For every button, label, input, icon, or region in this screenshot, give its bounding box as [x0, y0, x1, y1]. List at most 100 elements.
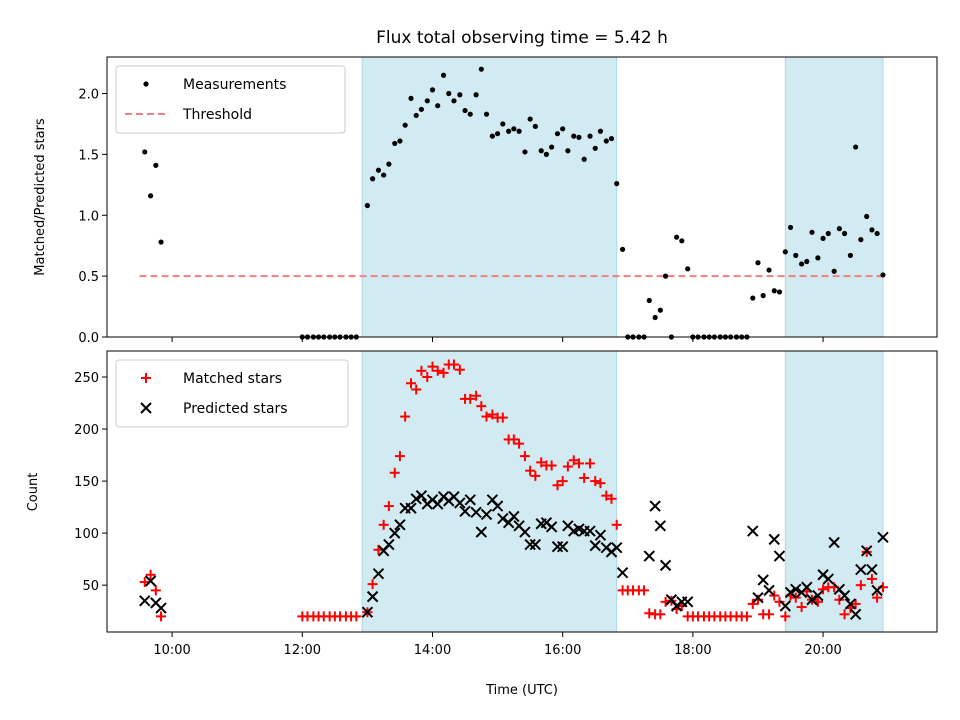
predicted-star-marker [779, 600, 792, 612]
measurement-point [776, 289, 783, 295]
matched-star-marker [150, 585, 161, 596]
measurement-point [392, 140, 398, 147]
matched-star-marker [611, 519, 622, 530]
measurement-point [462, 107, 468, 114]
measurement-point [418, 106, 425, 112]
predicted-star-marker-b [779, 600, 792, 612]
matched-star-marker [780, 611, 791, 622]
predicted-star-marker-b [361, 606, 374, 618]
x-tick-label: 20:00 [804, 643, 841, 658]
measurement-point [809, 229, 815, 235]
chart-title: Flux total observing time = 5.42 h [376, 28, 668, 48]
measurement-point [381, 172, 387, 178]
predicted-star-marker-b [822, 573, 834, 585]
predicted-star-marker-b [801, 581, 813, 593]
measurement-point [402, 122, 408, 128]
y-tick-label: 250 [74, 371, 99, 386]
predicted-star-marker-b [659, 559, 672, 572]
bottom-y-axis-label: Count [26, 473, 41, 512]
predicted-star-marker-b [747, 525, 759, 537]
predicted-star-marker-b [562, 520, 574, 532]
matched-star-marker [818, 584, 829, 595]
predicted-star-marker-b [551, 540, 564, 553]
measurement-point [397, 138, 403, 144]
predicted-star-marker-b [464, 494, 476, 506]
predicted-star-marker [871, 584, 883, 597]
x-tick-label: 16:00 [544, 643, 581, 658]
matched-star-marker [585, 458, 596, 469]
predicted-star-marker [877, 531, 889, 543]
y-tick-label: 0.5 [78, 270, 99, 285]
predicted-star-marker [459, 505, 471, 517]
measurement-point [451, 98, 457, 104]
measurement-point [581, 156, 587, 162]
predicted-star-marker [584, 525, 596, 537]
predicted-star-marker-b [849, 608, 862, 621]
predicted-star-marker-b [573, 523, 585, 535]
predicted-star-marker [594, 529, 607, 541]
predicted-star-marker [866, 563, 878, 576]
measurement-point [652, 314, 658, 321]
matched-star-marker [595, 478, 606, 489]
predicted-star-marker [139, 595, 151, 607]
matched-star-marker [378, 519, 389, 530]
measurement-point [815, 255, 821, 261]
measurement-point [646, 297, 652, 304]
measurement-point [549, 144, 555, 150]
predicted-star-marker-b [415, 489, 428, 502]
measurement-point [820, 235, 826, 241]
predicted-star-marker-b [757, 574, 769, 586]
predicted-star-marker [801, 581, 813, 593]
predicted-star-marker-b [459, 505, 471, 517]
predicted-star-marker-b [486, 494, 499, 506]
predicted-star-marker-b [389, 527, 401, 539]
measurement-point [608, 135, 615, 142]
predicted-star-marker [144, 575, 157, 587]
measurement-point [527, 116, 533, 122]
predicted-star-marker [849, 608, 862, 621]
matched-star-marker [839, 609, 850, 620]
predicted-star-marker-b [752, 591, 764, 604]
predicted-star-marker [361, 606, 374, 618]
predicted-star-marker [681, 596, 694, 608]
predicted-star-marker [806, 594, 818, 606]
predicted-star-marker-b [768, 533, 780, 546]
predicted-star-marker [470, 506, 482, 519]
measurement-point [597, 128, 604, 134]
measurement-point [148, 193, 154, 199]
measurement-point [500, 121, 506, 127]
predicted-star-marker-b [838, 589, 851, 602]
predicted-star-marker-b [643, 550, 655, 562]
predicted-star-marker [497, 512, 509, 525]
measurement-point [804, 258, 810, 265]
legend-marker-predicted-b [140, 402, 152, 414]
predicted-star-marker [389, 527, 401, 539]
predicted-star-marker [763, 584, 775, 597]
matched-star-marker [514, 438, 525, 449]
measurement-point [494, 131, 501, 137]
matched-star-marker [790, 592, 801, 603]
measurement-point [543, 151, 550, 157]
measurement-point [435, 103, 441, 109]
predicted-star-marker [410, 493, 422, 505]
predicted-star-marker-b [491, 500, 504, 512]
matched-star-marker [562, 461, 573, 472]
matched-star-marker [139, 577, 150, 588]
predicted-star-marker [589, 539, 601, 552]
legend-label: Matched stars [183, 371, 282, 387]
predicted-star-marker-b [556, 540, 569, 553]
matched-star-marker [850, 598, 861, 609]
predicted-star-marker-b [480, 508, 493, 521]
measurement-point [750, 295, 756, 301]
matched-star-marker [639, 585, 650, 596]
legend-box [115, 359, 349, 428]
predicted-star-marker [860, 545, 873, 557]
predicted-star-marker [464, 494, 476, 506]
measurement-point [511, 126, 517, 132]
matched-star-marker [471, 390, 482, 401]
predicted-star-marker [508, 510, 520, 523]
predicted-star-marker-b [866, 563, 878, 576]
matched-star-marker [573, 458, 584, 469]
measurement-point [522, 149, 528, 155]
